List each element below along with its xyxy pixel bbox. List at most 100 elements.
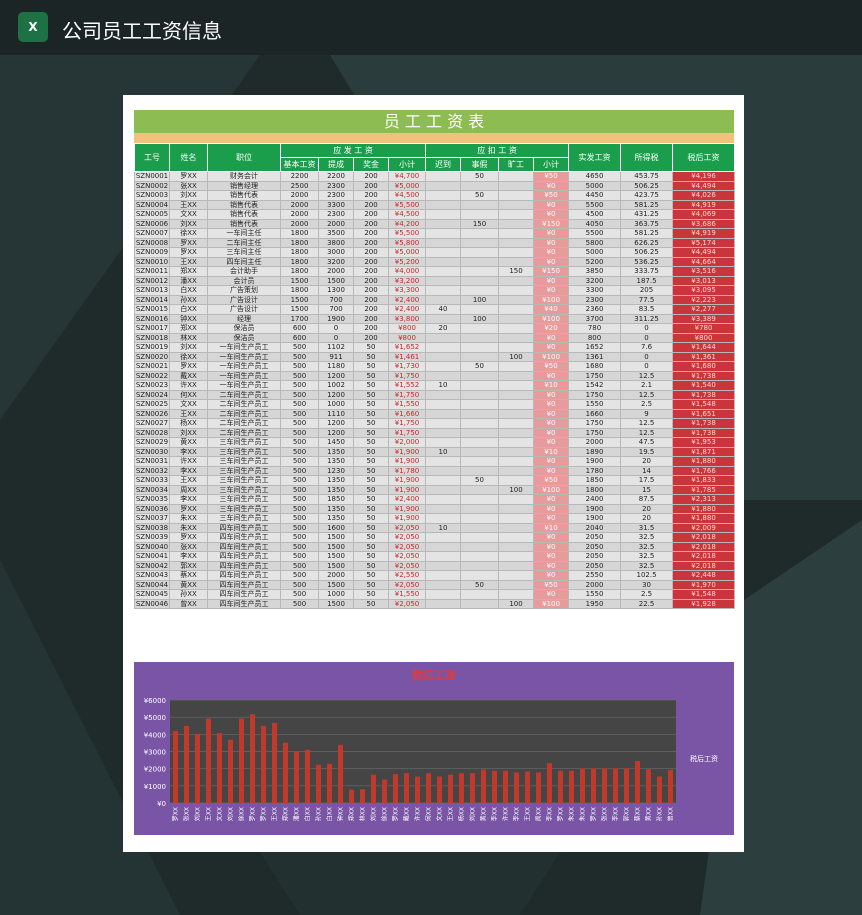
- table-cell: 2050: [568, 551, 622, 562]
- bar: [239, 718, 244, 803]
- table-cell: 50: [353, 370, 389, 381]
- column-subheader: 迟到: [425, 157, 462, 172]
- table-cell: [498, 294, 535, 305]
- table-cell: [425, 484, 462, 495]
- table-cell: 保洁员: [207, 332, 281, 343]
- table-cell: SZN0006: [134, 218, 170, 229]
- x-tick-label: 王XX: [525, 807, 532, 821]
- table-cell: 600: [280, 332, 319, 343]
- table-cell: 87.5: [620, 494, 674, 505]
- table-cell: [460, 351, 500, 362]
- table-cell: 四车间主任: [207, 256, 281, 267]
- table-cell: 50: [353, 475, 389, 486]
- table-cell: 1230: [318, 465, 354, 476]
- table-cell: [425, 237, 462, 248]
- table-cell: 5800: [568, 237, 622, 248]
- table-cell: ¥50: [533, 190, 570, 201]
- table-cell: ¥0: [533, 199, 570, 210]
- table-cell: ¥1,738: [672, 427, 736, 438]
- table-cell: SZN0045: [134, 589, 170, 600]
- x-tick-label: 刘XX: [370, 807, 378, 821]
- x-tick-label: 罗XX: [250, 807, 257, 821]
- table-cell: ¥4,026: [672, 190, 736, 201]
- table-cell: [425, 361, 462, 372]
- table-cell: 3850: [568, 266, 622, 277]
- table-cell: ¥4,494: [672, 180, 736, 191]
- table-cell: [498, 275, 535, 286]
- table-cell: 500: [280, 541, 319, 552]
- table-cell: 李XX: [169, 446, 208, 457]
- table-cell: SZN0041: [134, 551, 170, 562]
- bar: [624, 768, 629, 803]
- table-row: SZN0046 曾XX 四车间生产员工 500 1500 50 ¥2,050 100 ¥100 1…: [134, 598, 736, 609]
- table-cell: 1950: [568, 598, 622, 609]
- table-cell: 50: [353, 389, 389, 400]
- table-row: SZN0010 王XX 四车间主任 1800 3200 200 ¥5,200 ¥0 5200 53…: [134, 256, 736, 267]
- table-cell: 一车间生产员工: [207, 370, 281, 381]
- table-cell: [498, 437, 535, 448]
- table-cell: ¥0: [533, 399, 570, 410]
- table-cell: ¥1,738: [672, 418, 736, 429]
- table-cell: ¥0: [533, 408, 570, 419]
- bar: [382, 779, 387, 803]
- table-cell: 5500: [568, 228, 622, 239]
- column-header: 税后工资: [672, 143, 736, 172]
- table-cell: 王XX: [169, 408, 208, 419]
- table-cell: 保洁员: [207, 323, 281, 334]
- table-cell: [425, 513, 462, 524]
- table-cell: SZN0028: [134, 427, 170, 438]
- table-cell: 销售代表: [207, 190, 281, 201]
- x-tick-label: 林XX: [359, 807, 367, 821]
- table-cell: [460, 332, 500, 343]
- table-cell: [498, 332, 535, 343]
- table-cell: ¥3,686: [672, 218, 736, 229]
- table-cell: 50: [460, 190, 500, 201]
- table-cell: 1500: [318, 551, 354, 562]
- table-cell: 1500: [318, 275, 354, 286]
- x-tick-label: 何XX: [425, 807, 433, 821]
- table-cell: 2000: [318, 570, 354, 581]
- table-cell: 200: [353, 275, 389, 286]
- table-cell: SZN0025: [134, 399, 170, 410]
- table-row: SZN0017 郑XX 保洁员 600 0 200 ¥800 20 ¥20 780 0 ¥780: [134, 323, 736, 334]
- table-cell: 500: [280, 494, 319, 505]
- table-cell: [425, 218, 462, 229]
- table-cell: [425, 589, 462, 600]
- table-cell: 孙XX: [169, 294, 208, 305]
- table-cell: 50: [460, 171, 500, 182]
- table-cell: 三车间生产员工: [207, 437, 281, 448]
- table-cell: 三车间生产员工: [207, 475, 281, 486]
- table-cell: SZN0008: [134, 237, 170, 248]
- table-cell: [460, 446, 500, 457]
- table-row: SZN0013 白XX 广告策划 1800 1300 200 ¥3,300 ¥0 3300 205…: [134, 285, 736, 296]
- table-cell: 3700: [568, 313, 622, 324]
- table-cell: 500: [280, 399, 319, 410]
- table-cell: 800: [568, 332, 622, 343]
- table-cell: 2300: [568, 294, 622, 305]
- table-cell: 黄XX: [169, 579, 208, 590]
- table-cell: [498, 370, 535, 381]
- table-cell: 财务会计: [207, 171, 281, 182]
- table-cell: SZN0007: [134, 228, 170, 239]
- table-cell: SZN0018: [134, 332, 170, 343]
- table-row: SZN0024 何XX 二车间生产员工 500 1200 50 ¥1,750 ¥0 1750 12…: [134, 389, 736, 400]
- table-cell: ¥0: [533, 237, 570, 248]
- table-cell: 1900: [568, 456, 622, 467]
- table-cell: 506.25: [620, 180, 674, 191]
- table-cell: ¥2,018: [672, 532, 736, 543]
- table-cell: 1900: [568, 503, 622, 514]
- table-cell: 2400: [568, 494, 622, 505]
- table-cell: 50: [353, 380, 389, 391]
- table-row: SZN0020 徐XX 一车间生产员工 500 911 50 ¥1,461 100 ¥100 13…: [134, 351, 736, 362]
- table-cell: 187.5: [620, 275, 674, 286]
- table-cell: SZN0042: [134, 560, 170, 571]
- table-row: SZN0007 徐XX 一车间主任 1800 3500 200 ¥5,500 ¥0 5500 58…: [134, 228, 736, 239]
- table-cell: 张XX: [169, 180, 208, 191]
- table-cell: 5000: [568, 247, 622, 258]
- table-cell: ¥2,050: [387, 579, 427, 590]
- table-cell: ¥2,050: [387, 532, 427, 543]
- table-cell: ¥2,313: [672, 494, 736, 505]
- table-cell: 1800: [280, 228, 319, 239]
- chart: 税后工资 ¥0 ¥1000 ¥2000 ¥3000 ¥4000 ¥5000 ¥6000 罗XX…: [134, 662, 734, 835]
- info-row: [134, 133, 734, 143]
